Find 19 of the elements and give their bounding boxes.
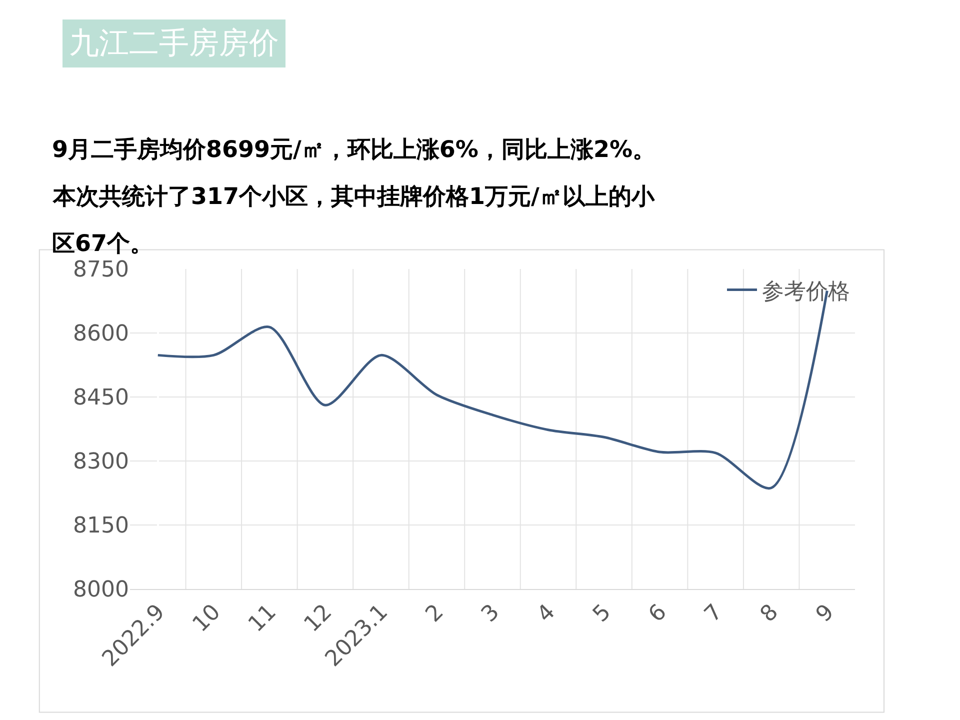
x-tick-label: 4 [532,600,560,628]
x-tick-label: 10 [188,600,226,638]
chart-subtitle: 9月二手房均价8699元/㎡，环比上涨6%，同比上涨2%。本次共统计了317个小区，其中挂牌价格1万元/㎡以上的小区67个。 [52,136,656,257]
y-tick-label: 8600 [73,322,129,347]
x-tick-label: 9 [812,600,840,628]
y-tick-label: 8300 [73,450,129,475]
x-tick-label: 3 [476,600,505,628]
y-tick-label: 8000 [73,578,129,603]
y-tick-label: 8450 [73,386,129,411]
x-tick-label: 11 [244,600,282,638]
x-tick-label: 2 [421,600,449,628]
x-tick-label: 7 [700,600,728,628]
y-tick-label: 8150 [73,514,129,539]
x-tick-label: 5 [588,600,616,628]
x-tick-label: 6 [644,600,672,628]
x-tick-label: 8 [756,600,784,628]
legend-label: 参考价格 [762,279,850,304]
y-tick-label: 8750 [73,258,129,283]
chart-title: 九江二手房房价 [69,26,279,61]
